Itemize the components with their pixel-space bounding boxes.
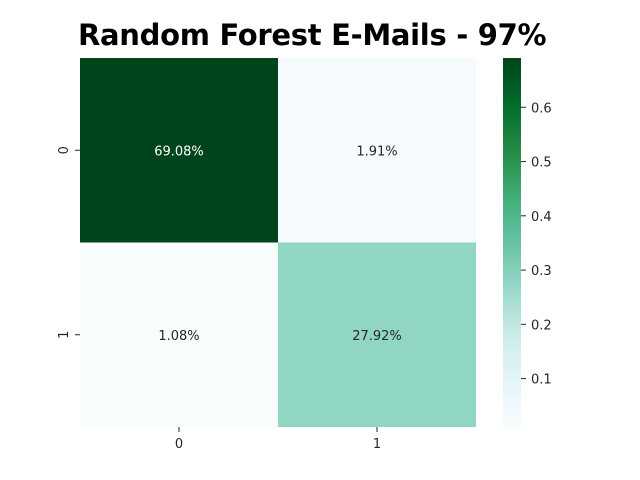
heatmap-cell-1-0	[80, 242, 278, 427]
colorbar-tick-label: 0.3	[531, 264, 552, 279]
x-tick-label: 1	[373, 437, 381, 452]
cell-annotation-1-0: 1.08%	[158, 329, 199, 344]
colorbar-tick-label: 0.2	[531, 318, 552, 333]
colorbar-tick-label: 0.4	[531, 210, 552, 225]
colorbar-tick-label: 0.6	[531, 101, 552, 116]
cell-annotation-0-1: 1.91%	[356, 144, 397, 159]
y-tick-label: 1	[57, 331, 72, 339]
heatmap-cell-1-1	[278, 242, 476, 427]
cell-annotation-0-0: 69.08%	[154, 144, 204, 159]
y-tick-label: 0	[57, 146, 72, 154]
chart-title: Random Forest E-Mails - 97%	[78, 18, 547, 52]
colorbar-tick-label: 0.1	[531, 373, 552, 388]
colorbar-tick-label: 0.5	[531, 156, 552, 171]
cell-annotation-1-1: 27.92%	[352, 329, 402, 344]
heatmap-cell-0-0	[80, 58, 278, 243]
colorbar	[503, 58, 521, 427]
x-tick-label: 0	[175, 437, 183, 452]
heatmap-cell-0-1	[278, 58, 476, 243]
